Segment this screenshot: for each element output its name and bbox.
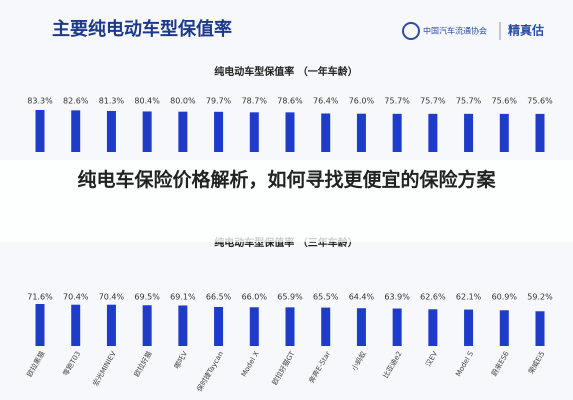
value-label: 62.6%	[420, 293, 446, 302]
value-label: 75.7%	[384, 97, 410, 106]
bar	[356, 308, 366, 346]
value-label: 65.5%	[313, 293, 339, 302]
value-label: 79.7%	[206, 97, 232, 106]
value-label: 71.6%	[27, 293, 53, 302]
bar	[178, 305, 188, 346]
bar	[464, 113, 474, 152]
banner-bg	[0, 160, 573, 242]
bar	[428, 113, 438, 152]
bar	[535, 311, 545, 346]
value-label: 62.1%	[456, 293, 482, 302]
bar	[106, 304, 116, 346]
bar	[535, 113, 545, 152]
bar	[392, 308, 402, 346]
logo-org: 中国汽车流通协会	[423, 26, 487, 36]
value-label: 78.6%	[277, 97, 303, 106]
bar	[464, 309, 474, 346]
value-label: 70.4%	[99, 293, 125, 302]
logo-icon	[402, 22, 420, 40]
bar	[285, 307, 295, 346]
bar	[285, 112, 295, 152]
value-label: 59.2%	[527, 293, 553, 302]
value-label: 70.4%	[63, 293, 89, 302]
value-label: 81.3%	[99, 97, 125, 106]
value-label: 80.0%	[170, 97, 196, 106]
bar	[35, 304, 45, 346]
value-label: 69.5%	[134, 293, 160, 302]
bar	[356, 113, 366, 152]
page-title: 主要纯电动车型保值率	[52, 18, 232, 40]
bar	[178, 111, 188, 152]
value-label: 60.9%	[492, 293, 518, 302]
bar	[428, 309, 438, 346]
value-label: 75.7%	[420, 97, 446, 106]
bar	[106, 111, 116, 152]
value-label: 75.6%	[492, 97, 518, 106]
banner-box: 纯电车保险价格解析，如何寻找更便宜的保险方案	[77, 169, 496, 191]
value-label: 63.9%	[384, 293, 410, 302]
value-label: 64.4%	[349, 293, 375, 302]
value-label: 65.9%	[277, 293, 303, 302]
logo-brand: 精真估	[508, 23, 544, 38]
value-label: 82.6%	[63, 97, 89, 106]
value-label: 83.3%	[27, 97, 53, 106]
bar	[214, 111, 224, 152]
bar	[392, 113, 402, 152]
banner-text: 纯电车保险价格解析，如何寻找更便宜的保险方案	[77, 169, 496, 191]
value-label: 75.7%	[456, 97, 482, 106]
bar	[499, 113, 509, 152]
bar	[35, 110, 45, 152]
value-label: 75.6%	[527, 97, 553, 106]
value-label: 69.1%	[170, 293, 196, 302]
bar	[249, 307, 259, 346]
bar	[214, 306, 224, 346]
bar	[321, 307, 331, 346]
value-label: 66.0%	[242, 293, 268, 302]
value-label: 78.7%	[242, 97, 268, 106]
bar	[321, 113, 331, 152]
bar	[71, 304, 81, 346]
bar	[142, 305, 152, 346]
bar	[71, 110, 81, 152]
value-label: 80.4%	[134, 97, 160, 106]
value-label: 76.0%	[349, 97, 375, 106]
chart-title: 纯电动车型保值率 （一年车龄）	[214, 65, 357, 78]
bar	[142, 111, 152, 152]
bar	[249, 112, 259, 152]
value-label: 66.5%	[206, 293, 232, 302]
bar	[499, 310, 509, 346]
value-label: 76.4%	[313, 97, 339, 106]
